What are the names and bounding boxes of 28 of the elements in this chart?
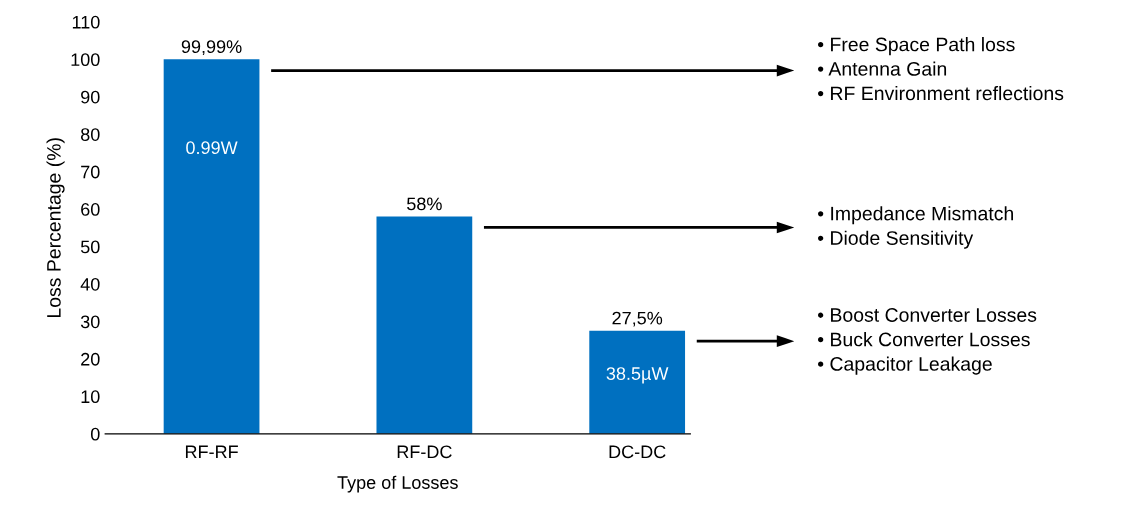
y-tick-label: 80 bbox=[81, 128, 100, 141]
x-tick-label: RF-DC bbox=[397, 445, 452, 459]
y-tick-label: 10 bbox=[81, 390, 100, 404]
y-tick-label: 0 bbox=[90, 427, 100, 441]
bar bbox=[376, 216, 473, 434]
text: • Free Space Path loss • Antenna Gain • RF Environment reflections bbox=[818, 37, 1064, 101]
data-label: 99,99% bbox=[181, 40, 242, 56]
y-tick-label: 20 bbox=[81, 352, 100, 366]
y-tick-label: 50 bbox=[80, 240, 100, 254]
data-label: 27,5% bbox=[612, 311, 663, 327]
bar bbox=[589, 330, 686, 434]
annotation: 38.5µW bbox=[606, 367, 669, 384]
y-tick-label: 40 bbox=[80, 277, 100, 291]
y-tick-label: 90 bbox=[81, 90, 100, 104]
y-tick-label: 30 bbox=[80, 315, 100, 329]
y-tick-label: 110 bbox=[72, 15, 100, 29]
x-axis-title: Type of Losses bbox=[337, 475, 458, 493]
y-tick-label: 60 bbox=[81, 203, 100, 216]
bar bbox=[163, 59, 260, 434]
data-label: 58% bbox=[407, 197, 442, 211]
y-tick-label: 100 bbox=[71, 53, 100, 67]
text: • Boost Converter Losses • Buck Converter Losses • Capacitor Leakage bbox=[818, 308, 1037, 375]
y-axis-title: Loss Percentage (%) bbox=[46, 138, 65, 318]
annotation: 0.99W bbox=[186, 141, 238, 155]
x-tick-label: DC-DC bbox=[609, 445, 666, 459]
x-tick-label: RF-RF bbox=[185, 445, 238, 459]
y-tick-label: 70 bbox=[81, 165, 100, 179]
text: • Impedance Mismatch • Diode Sensitivity bbox=[818, 206, 1013, 249]
